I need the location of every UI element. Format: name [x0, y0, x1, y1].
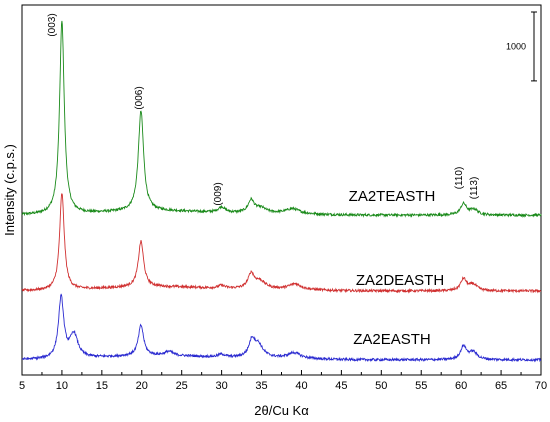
y-axis-title: Intensity (c.p.s.) — [2, 144, 17, 236]
x-tick-label: 5 — [19, 380, 25, 392]
series-za2deasth — [21, 192, 542, 294]
x-tick-label: 70 — [535, 380, 547, 392]
series-label: ZA2DEASTH — [356, 272, 444, 289]
series-line — [21, 20, 542, 218]
x-tick-label: 55 — [415, 380, 427, 392]
x-tick-label: 35 — [255, 380, 267, 392]
series-label: ZA2TEASTH — [349, 188, 436, 205]
series-za2easth — [21, 293, 542, 363]
annotations: ZA2TEASTH ZA2DEASTH ZA2EASTH (003) (006) (009… — [47, 11, 537, 348]
series-line — [21, 192, 542, 294]
x-tick-label: 20 — [136, 380, 148, 392]
x-tick-label: 40 — [295, 380, 307, 392]
series-za2teasth — [21, 20, 542, 218]
peak-label: (006) — [134, 86, 145, 109]
x-tick-label: 45 — [335, 380, 347, 392]
series-label: ZA2EASTH — [353, 331, 431, 348]
peak-label: (110) — [454, 167, 465, 190]
x-tick-label: 30 — [215, 380, 227, 392]
x-tick-label: 65 — [495, 380, 507, 392]
peak-label: (003) — [47, 13, 58, 36]
x-tick-label: 10 — [56, 380, 68, 392]
x-tick-label: 60 — [455, 380, 467, 392]
x-tick-label: 50 — [375, 380, 387, 392]
peak-label: (009) — [213, 182, 224, 205]
series-group — [21, 20, 542, 363]
peak-label: (113) — [469, 177, 480, 200]
x-tick-label: 15 — [96, 380, 108, 392]
x-tick-label: 25 — [176, 380, 188, 392]
axes: 5 10 15 20 25 30 35 40 45 50 55 60 65 70 2θ/Cu Kα Inten… — [2, 144, 547, 418]
x-axis-title: 2θ/Cu Kα — [254, 403, 309, 418]
series-line — [21, 293, 542, 363]
scale-bar-label: 1000 — [506, 41, 526, 51]
